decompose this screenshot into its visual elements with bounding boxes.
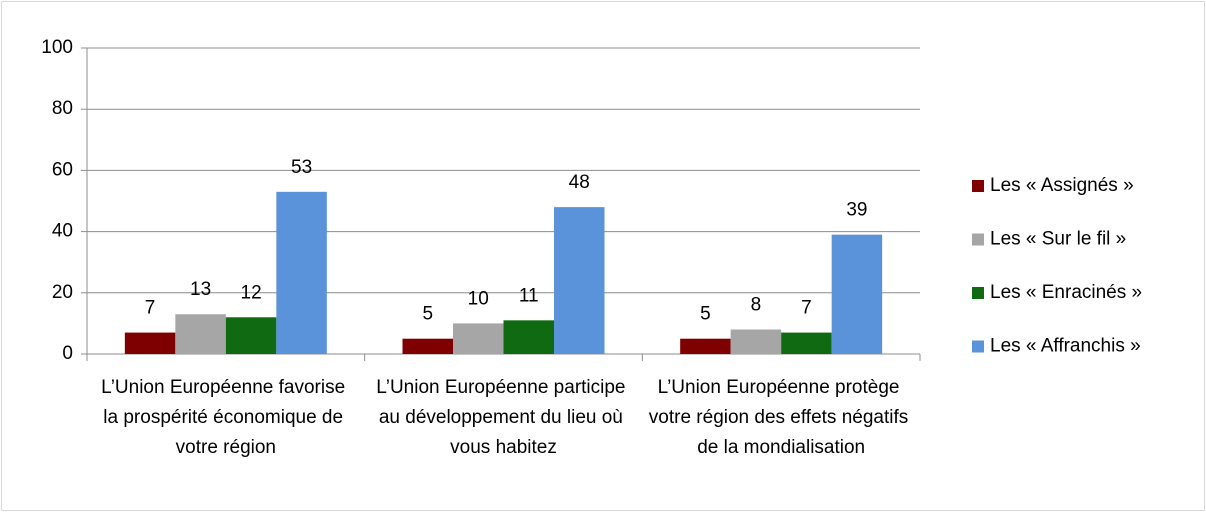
value-label: 7 bbox=[145, 298, 156, 319]
bar bbox=[453, 323, 504, 354]
value-label: 5 bbox=[700, 304, 711, 325]
value-label: 7 bbox=[801, 298, 812, 319]
bar bbox=[680, 338, 731, 354]
bar bbox=[276, 191, 327, 354]
bar bbox=[554, 207, 605, 354]
bar bbox=[402, 338, 453, 354]
x-tick-label: L’Union Européenne favorise la prospérit… bbox=[101, 377, 350, 458]
legend-label: Les « Sur le fil » bbox=[990, 229, 1126, 250]
legend-swatch bbox=[972, 180, 984, 192]
bar bbox=[225, 317, 277, 354]
bar bbox=[730, 329, 782, 354]
y-tick-label: 20 bbox=[52, 282, 73, 303]
x-tick-label: L’Union Européenne participe au développ… bbox=[376, 377, 631, 458]
value-label: 48 bbox=[569, 172, 590, 193]
y-tick-label: 0 bbox=[62, 343, 73, 364]
y-tick-label: 100 bbox=[41, 37, 73, 58]
value-label: 53 bbox=[291, 157, 312, 178]
legend-swatch bbox=[972, 233, 984, 246]
bar bbox=[831, 234, 883, 354]
value-label: 12 bbox=[241, 282, 262, 303]
bar bbox=[503, 320, 554, 354]
y-tick-label: 80 bbox=[52, 98, 73, 119]
x-tick-label: L’Union Européenne protège votre région … bbox=[649, 377, 914, 458]
legend-swatch bbox=[972, 340, 984, 353]
legend-label: Les « Enracinés » bbox=[990, 282, 1142, 303]
bar bbox=[124, 332, 176, 354]
value-label: 11 bbox=[519, 285, 539, 306]
legend-label: Les « Affranchis » bbox=[990, 336, 1141, 357]
y-tick-label: 40 bbox=[52, 221, 73, 242]
legend-swatch bbox=[972, 287, 984, 299]
bar bbox=[781, 332, 832, 354]
value-label: 10 bbox=[468, 288, 489, 309]
value-label: 39 bbox=[846, 200, 867, 221]
value-label: 5 bbox=[422, 304, 433, 325]
value-label: 13 bbox=[190, 279, 211, 300]
bar bbox=[175, 314, 226, 354]
y-tick-label: 60 bbox=[52, 159, 73, 180]
legend-label: Les « Assignés » bbox=[990, 175, 1134, 196]
value-label: 8 bbox=[751, 295, 762, 316]
